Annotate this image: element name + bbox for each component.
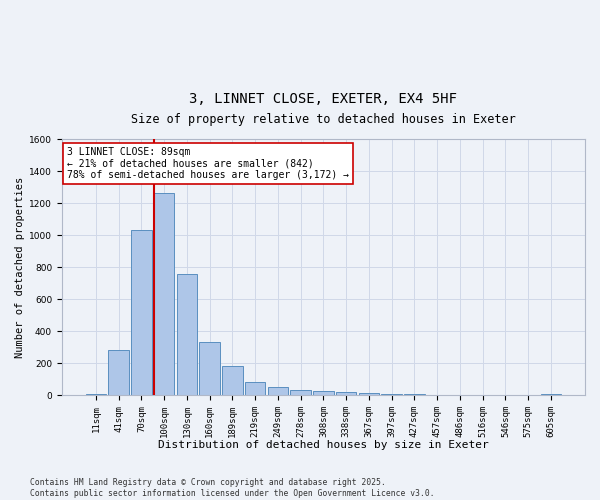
Bar: [245, 382, 265, 395]
Bar: [541, 394, 561, 395]
X-axis label: Distribution of detached houses by size in Exeter: Distribution of detached houses by size …: [158, 440, 489, 450]
Bar: [336, 392, 356, 395]
Bar: [222, 366, 242, 395]
Bar: [404, 394, 425, 395]
Bar: [176, 274, 197, 395]
Text: Size of property relative to detached houses in Exeter: Size of property relative to detached ho…: [131, 113, 516, 126]
Bar: [382, 394, 402, 395]
Y-axis label: Number of detached properties: Number of detached properties: [15, 176, 25, 358]
Text: Contains HM Land Registry data © Crown copyright and database right 2025.
Contai: Contains HM Land Registry data © Crown c…: [30, 478, 434, 498]
Bar: [290, 390, 311, 395]
Bar: [154, 194, 175, 395]
Bar: [199, 342, 220, 395]
Text: 3, LINNET CLOSE, EXETER, EX4 5HF: 3, LINNET CLOSE, EXETER, EX4 5HF: [190, 92, 457, 106]
Bar: [268, 387, 288, 395]
Bar: [359, 394, 379, 395]
Bar: [131, 230, 152, 395]
Bar: [313, 391, 334, 395]
Bar: [86, 394, 106, 395]
Text: 3 LINNET CLOSE: 89sqm
← 21% of detached houses are smaller (842)
78% of semi-det: 3 LINNET CLOSE: 89sqm ← 21% of detached …: [67, 146, 349, 180]
Bar: [109, 350, 129, 395]
